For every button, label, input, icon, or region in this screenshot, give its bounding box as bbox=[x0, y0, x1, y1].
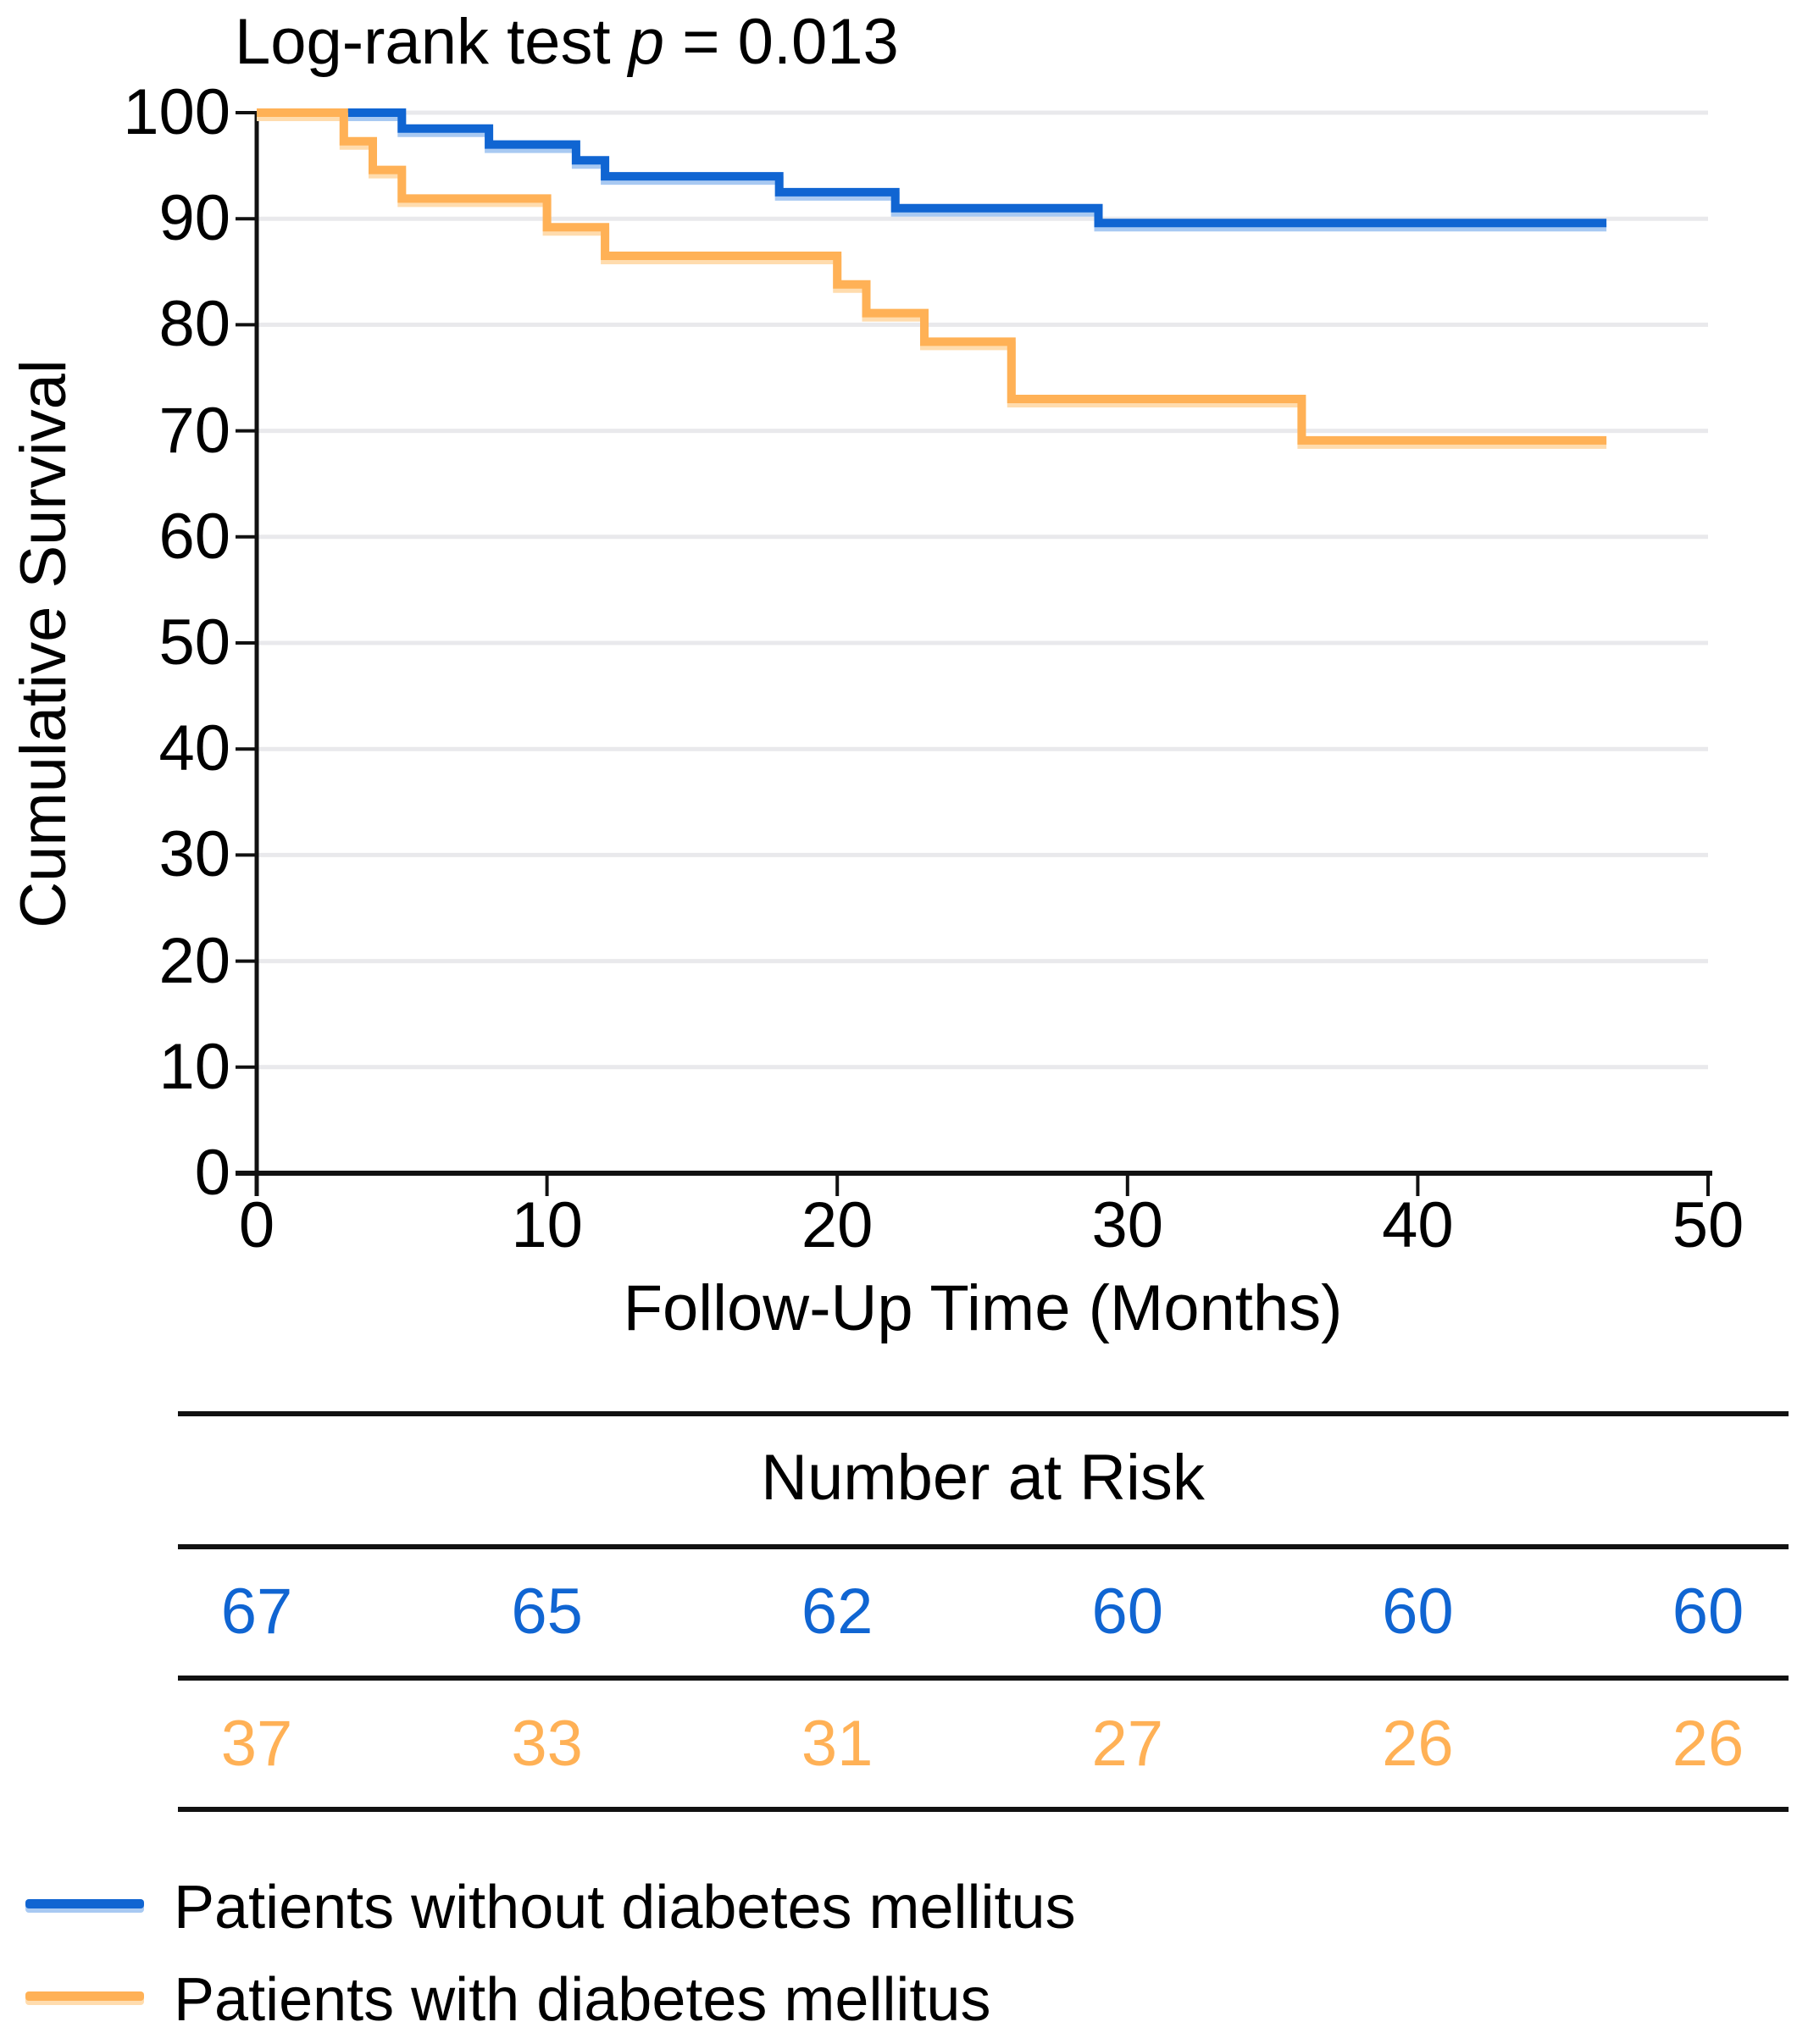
risk-table-header: Number at Risk bbox=[761, 1442, 1205, 1514]
y-tick-label-30: 30 bbox=[158, 818, 230, 891]
y-tick-label-70: 70 bbox=[158, 394, 230, 467]
risk-table-rule-top bbox=[178, 1411, 1789, 1416]
survival-curve-1 bbox=[257, 108, 1607, 445]
y-tick-label-60: 60 bbox=[158, 500, 230, 573]
y-tick-label-40: 40 bbox=[158, 712, 230, 785]
risk-count: 60 bbox=[1672, 1576, 1744, 1648]
survival-plot bbox=[236, 108, 1712, 1196]
title-p-stat: p bbox=[628, 6, 664, 78]
y-tick-label-10: 10 bbox=[158, 1030, 230, 1103]
y-tick-label-80: 80 bbox=[158, 288, 230, 361]
risk-table-rule-mid1 bbox=[178, 1544, 1789, 1549]
curve-shadow-1 bbox=[257, 113, 1607, 449]
x-tick-label-40: 40 bbox=[1382, 1189, 1454, 1261]
chart-title: Log-rank test p = 0.013 bbox=[235, 7, 899, 78]
legend-label-with-dm: Patients with diabetes mellitus bbox=[174, 1966, 991, 2034]
risk-table-rule-mid2 bbox=[178, 1676, 1789, 1681]
legend-swatch-with-dm bbox=[25, 1991, 144, 2001]
survival-curve-0 bbox=[257, 108, 1607, 228]
risk-table-rule-bottom bbox=[178, 1807, 1789, 1812]
risk-count: 62 bbox=[801, 1576, 874, 1648]
x-axis-label: Follow-Up Time (Months) bbox=[623, 1272, 1343, 1344]
x-tick-label-20: 20 bbox=[801, 1189, 874, 1261]
risk-count: 26 bbox=[1672, 1708, 1744, 1780]
risk-count: 33 bbox=[511, 1708, 583, 1780]
x-tick-label-0: 0 bbox=[238, 1189, 275, 1261]
risk-count: 37 bbox=[220, 1708, 293, 1780]
y-tick-label-90: 90 bbox=[158, 182, 230, 255]
x-tick-label-10: 10 bbox=[511, 1189, 583, 1261]
legend-swatch-without-dm bbox=[25, 1899, 144, 1908]
risk-count: 60 bbox=[1091, 1576, 1164, 1648]
risk-count: 65 bbox=[511, 1576, 583, 1648]
y-tick-label-0: 0 bbox=[194, 1137, 230, 1209]
risk-count: 27 bbox=[1091, 1708, 1164, 1780]
risk-count: 26 bbox=[1382, 1708, 1454, 1780]
legend-label-without-dm: Patients without diabetes mellitus bbox=[174, 1874, 1076, 1942]
y-tick-label-100: 100 bbox=[123, 76, 230, 148]
title-suffix: = 0.013 bbox=[663, 6, 899, 78]
title-prefix: Log-rank test bbox=[235, 6, 629, 78]
y-tick-label-50: 50 bbox=[158, 607, 230, 679]
x-tick-label-30: 30 bbox=[1091, 1189, 1164, 1261]
risk-count: 67 bbox=[220, 1576, 293, 1648]
risk-count: 60 bbox=[1382, 1576, 1454, 1648]
y-tick-label-20: 20 bbox=[158, 924, 230, 997]
x-tick-label-50: 50 bbox=[1672, 1189, 1744, 1261]
risk-count: 31 bbox=[801, 1708, 874, 1780]
